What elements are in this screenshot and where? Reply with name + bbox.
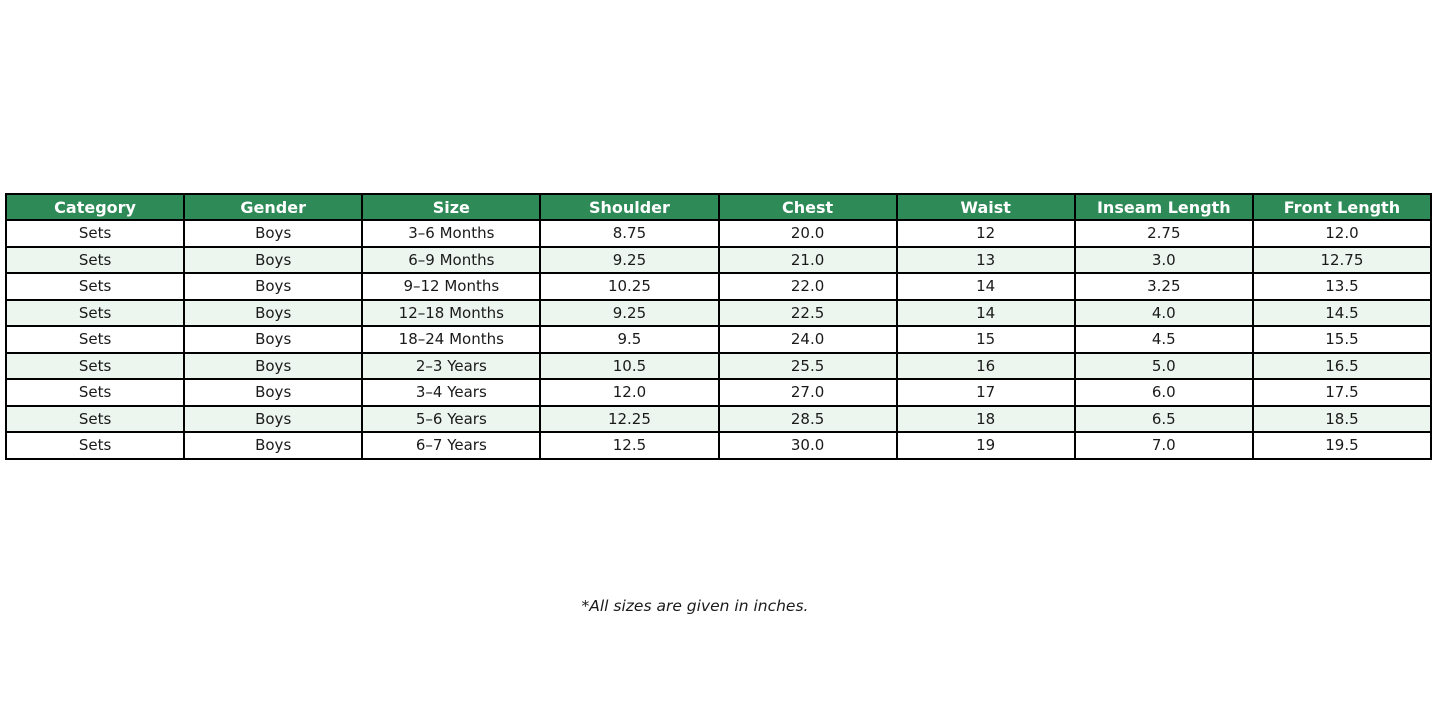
table-cell: 14.5 <box>1251 298 1433 327</box>
table-cell: 18.5 <box>1251 404 1433 433</box>
column-header: Category <box>4 193 186 221</box>
table-cell: 12–18 Months <box>361 298 542 327</box>
column-header: Gender <box>183 193 364 221</box>
footnote: *All sizes are given in inches. <box>581 597 809 615</box>
table-cell: Boys <box>183 298 364 327</box>
table-cell: 27.0 <box>717 378 898 407</box>
table-cell: Boys <box>183 245 364 274</box>
table-cell: 19 <box>895 431 1076 460</box>
table-row: Sets Boys 6–9 Months 9.25 21.0 13 3.0 12.75 <box>4 245 1433 274</box>
table-head: Category Gender Size Shoulder Chest Waist Inse… <box>4 193 1433 221</box>
table-cell: 14 <box>895 298 1076 327</box>
table-cell: Sets <box>4 219 186 248</box>
table-cell: 12.5 <box>539 431 720 460</box>
column-header: Waist <box>895 193 1076 221</box>
table-row: Sets Boys 18–24 Months 9.5 24.0 15 4.5 15.5 <box>4 325 1433 354</box>
table-cell: 12.25 <box>539 404 720 433</box>
table-row: Sets Boys 5–6 Years 12.25 28.5 18 6.5 18.5 <box>4 404 1433 433</box>
table-cell: 17 <box>895 378 1076 407</box>
table-cell: 15.5 <box>1251 325 1433 354</box>
table-cell: Boys <box>183 272 364 301</box>
table-cell: 3.25 <box>1073 272 1254 301</box>
table-cell: Sets <box>4 378 186 407</box>
table-cell: 22.5 <box>717 298 898 327</box>
table-cell: Sets <box>4 325 186 354</box>
table-cell: 12.0 <box>1251 219 1433 248</box>
column-header: Size <box>361 193 542 221</box>
table-cell: Boys <box>183 404 364 433</box>
table-cell: 13.5 <box>1251 272 1433 301</box>
table-cell: 10.25 <box>539 272 720 301</box>
table-cell: 28.5 <box>717 404 898 433</box>
table-cell: 12.0 <box>539 378 720 407</box>
table-cell: 6.5 <box>1073 404 1254 433</box>
table-cell: 5–6 Years <box>361 404 542 433</box>
table-row: Sets Boys 3–4 Years 12.0 27.0 17 6.0 17.5 <box>4 378 1433 407</box>
table-cell: Sets <box>4 351 186 380</box>
table-row: Sets Boys 3–6 Months 8.75 20.0 12 2.75 12.0 <box>4 219 1433 248</box>
table-cell: Boys <box>183 325 364 354</box>
column-header: Shoulder <box>539 193 720 221</box>
size-chart-table: Category Gender Size Shoulder Chest Waist Inse… <box>4 193 1433 460</box>
table-cell: 18–24 Months <box>361 325 542 354</box>
table-cell: 22.0 <box>717 272 898 301</box>
table-cell: 16.5 <box>1251 351 1433 380</box>
table-cell: Sets <box>4 298 186 327</box>
table-cell: 14 <box>895 272 1076 301</box>
table-cell: 17.5 <box>1251 378 1433 407</box>
table-cell: 6.0 <box>1073 378 1254 407</box>
table-cell: 21.0 <box>717 245 898 274</box>
table-row: Sets Boys 2–3 Years 10.5 25.5 16 5.0 16.5 <box>4 351 1433 380</box>
table-cell: 2–3 Years <box>361 351 542 380</box>
table-cell: 9.25 <box>539 245 720 274</box>
table-cell: 9.5 <box>539 325 720 354</box>
table-cell: Boys <box>183 351 364 380</box>
table-cell: 4.5 <box>1073 325 1254 354</box>
table-cell: 9.25 <box>539 298 720 327</box>
table-cell: Sets <box>4 272 186 301</box>
column-header: Chest <box>717 193 898 221</box>
table-cell: 13 <box>895 245 1076 274</box>
table-cell: 12 <box>895 219 1076 248</box>
table-row: Sets Boys 9–12 Months 10.25 22.0 14 3.25 13.5 <box>4 272 1433 301</box>
table-cell: Boys <box>183 219 364 248</box>
table-row: Sets Boys 12–18 Months 9.25 22.5 14 4.0 14.5 <box>4 298 1433 327</box>
table-cell: Sets <box>4 431 186 460</box>
table-cell: 7.0 <box>1073 431 1254 460</box>
column-header: Front Length <box>1251 193 1433 221</box>
table-cell: 20.0 <box>717 219 898 248</box>
table-cell: Boys <box>183 378 364 407</box>
table-cell: 3–4 Years <box>361 378 542 407</box>
table-cell: 4.0 <box>1073 298 1254 327</box>
table-cell: 30.0 <box>717 431 898 460</box>
table-cell: 6–7 Years <box>361 431 542 460</box>
table-cell: 10.5 <box>539 351 720 380</box>
table-cell: 3.0 <box>1073 245 1254 274</box>
table-cell: Sets <box>4 245 186 274</box>
table-body: Sets Boys 3–6 Months 8.75 20.0 12 2.75 12.0 Sets… <box>4 219 1433 460</box>
table-cell: 5.0 <box>1073 351 1254 380</box>
table-cell: 8.75 <box>539 219 720 248</box>
table-cell: 19.5 <box>1251 431 1433 460</box>
table-cell: 3–6 Months <box>361 219 542 248</box>
table-cell: 16 <box>895 351 1076 380</box>
table-cell: 9–12 Months <box>361 272 542 301</box>
table-cell: 12.75 <box>1251 245 1433 274</box>
column-header: Inseam Length <box>1073 193 1254 221</box>
header-row: Category Gender Size Shoulder Chest Waist Inse… <box>4 193 1433 221</box>
table-cell: 25.5 <box>717 351 898 380</box>
table-cell: 15 <box>895 325 1076 354</box>
table-cell: 2.75 <box>1073 219 1254 248</box>
table-cell: Sets <box>4 404 186 433</box>
table-cell: 6–9 Months <box>361 245 542 274</box>
table-cell: 18 <box>895 404 1076 433</box>
table-cell: Boys <box>183 431 364 460</box>
table-row: Sets Boys 6–7 Years 12.5 30.0 19 7.0 19.5 <box>4 431 1433 460</box>
table-cell: 24.0 <box>717 325 898 354</box>
